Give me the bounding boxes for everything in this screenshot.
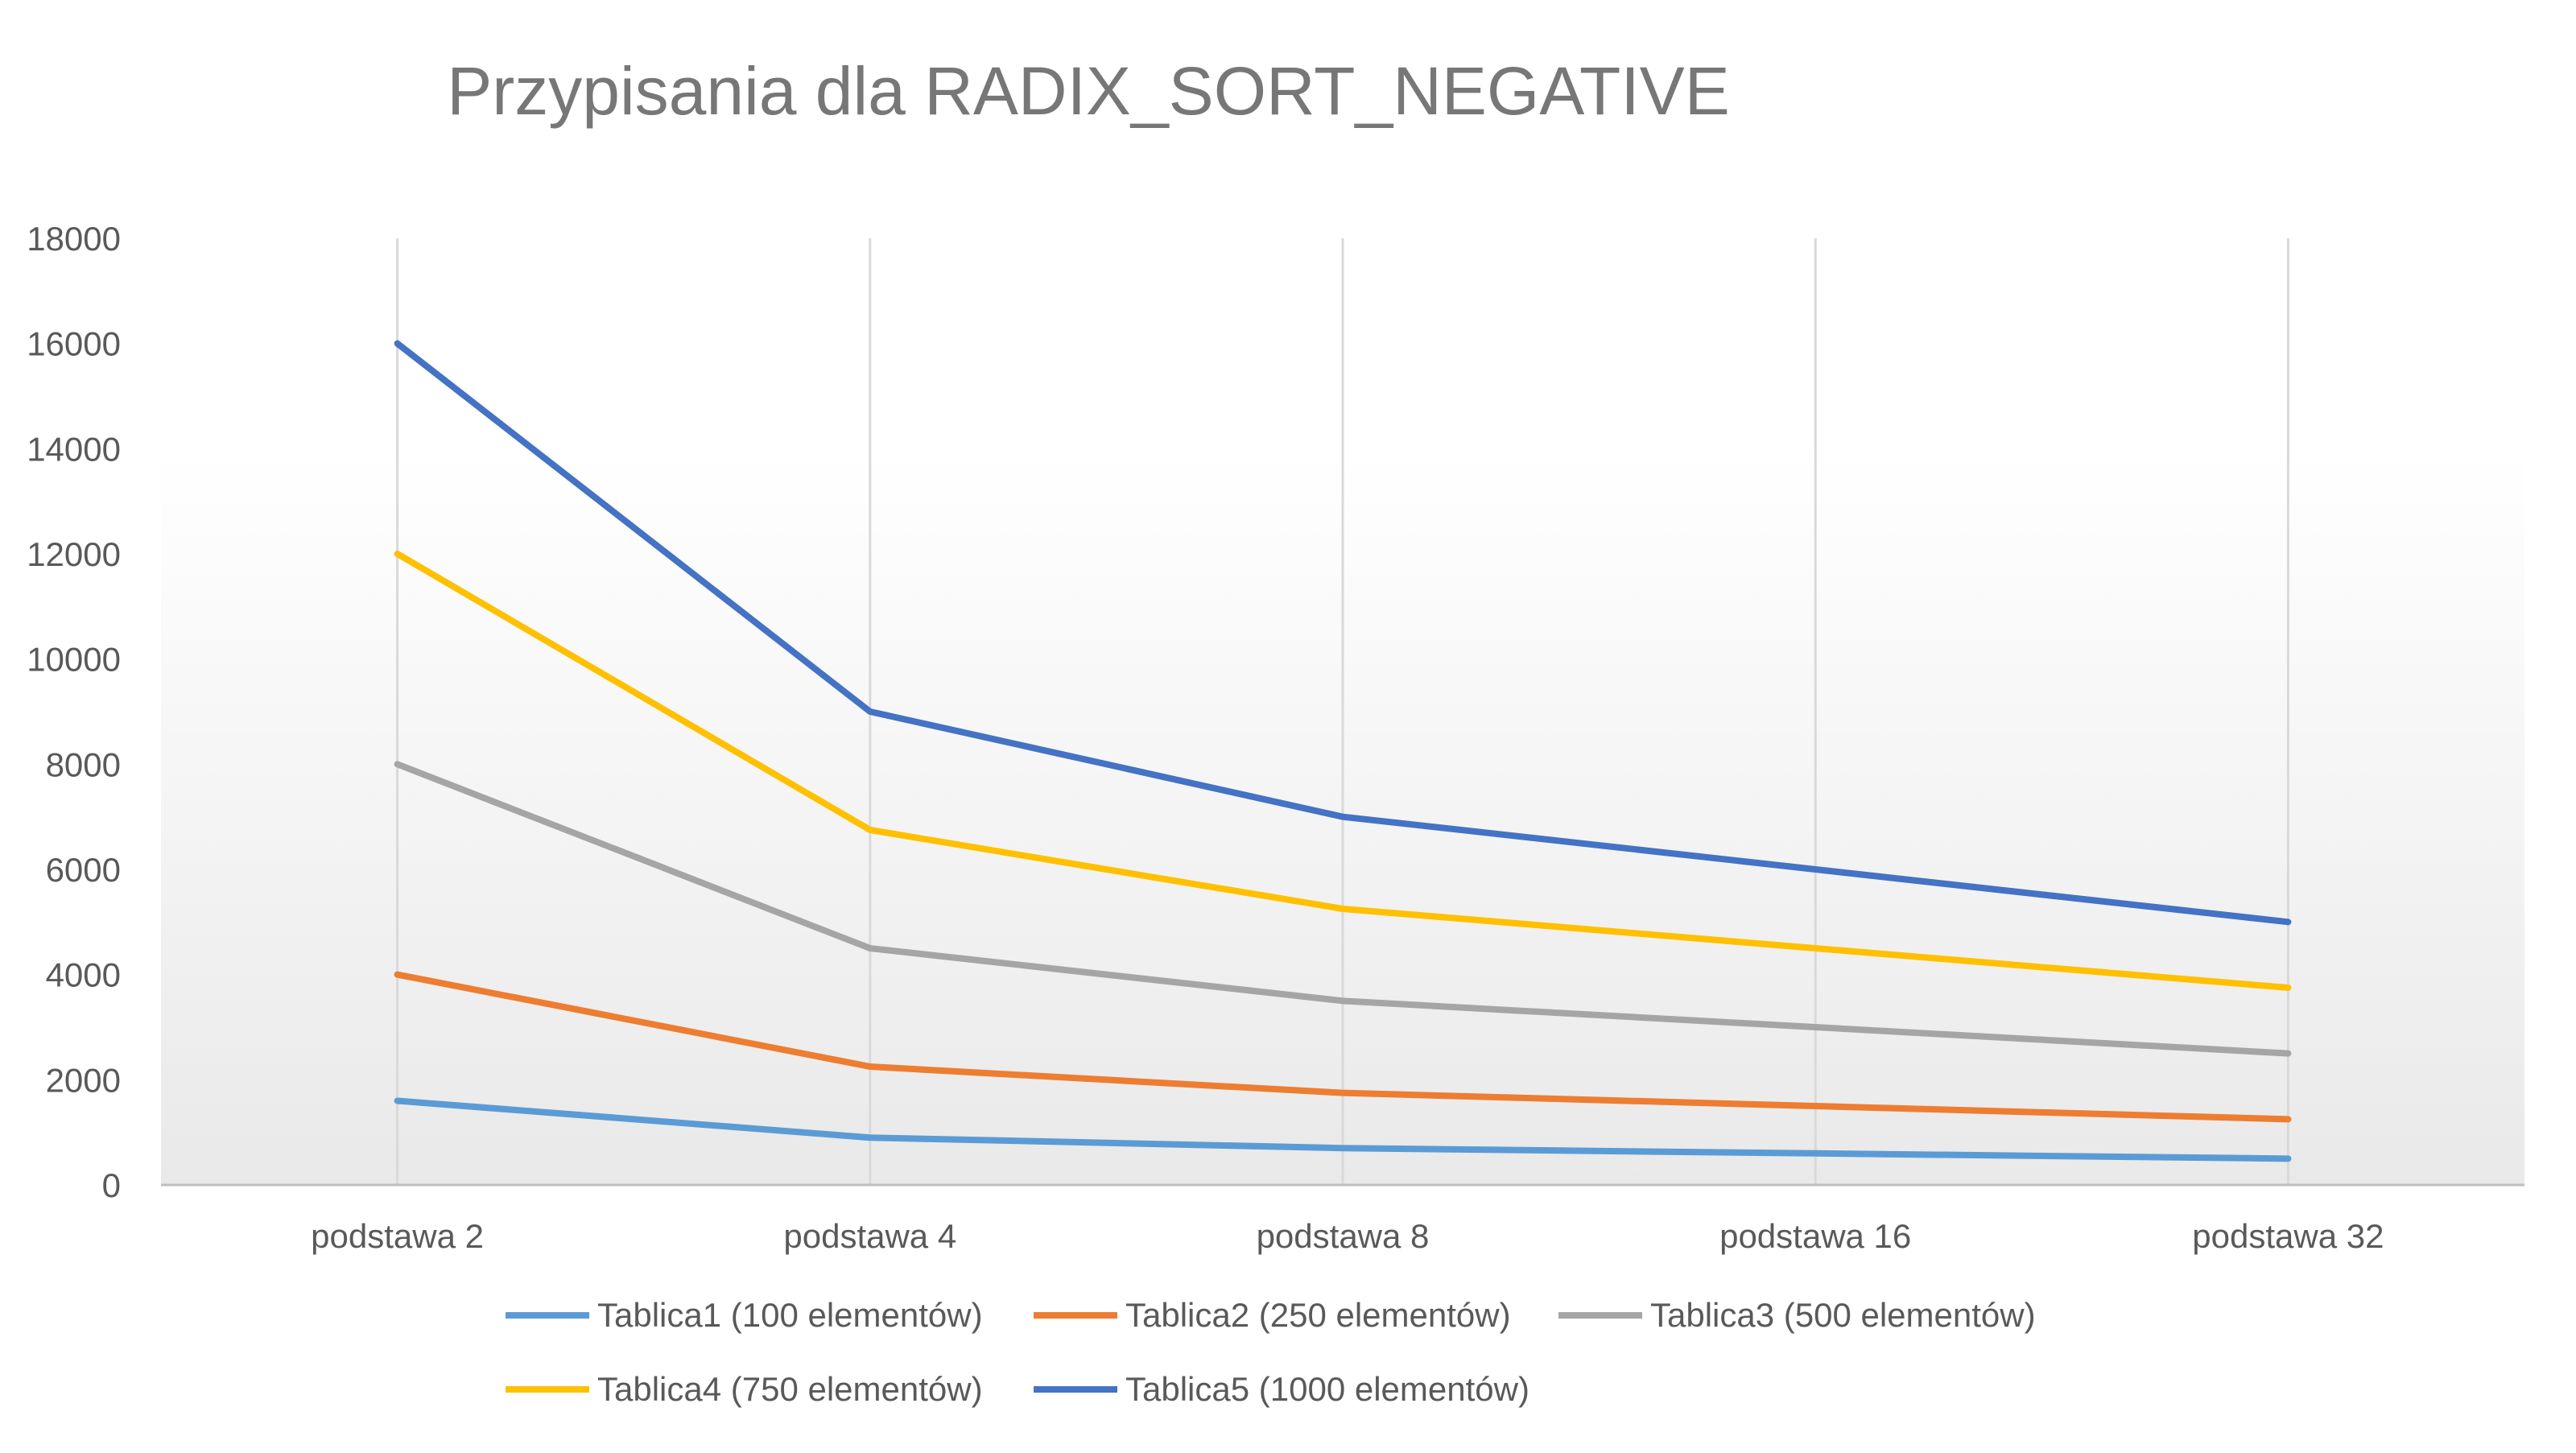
series-line (394, 761, 2292, 1057)
legend-label: Tablica2 (250 elementów) (1125, 1296, 1511, 1334)
y-tick-label: 18000 (27, 220, 121, 258)
y-tick-label: 12000 (27, 535, 121, 573)
series-line (394, 340, 2292, 926)
legend: Tablica1 (100 elementów) Tablica2 (250 el… (506, 1296, 2036, 1408)
y-tick-label: 6000 (46, 851, 121, 889)
series-line (394, 551, 2292, 991)
x-tick-label: podstawa 4 (783, 1217, 956, 1255)
legend-label: Tablica3 (500 elementów) (1650, 1296, 2036, 1334)
x-tick-label: podstawa 32 (2192, 1217, 2384, 1255)
x-tick-label: podstawa 16 (1719, 1217, 1911, 1255)
y-tick-label: 2000 (46, 1061, 121, 1099)
y-tick-label: 8000 (46, 745, 121, 783)
y-tick-label: 16000 (27, 325, 121, 363)
y-tick-label: 10000 (27, 641, 121, 679)
x-tick-label: podstawa 8 (1257, 1217, 1430, 1255)
legend-label: Tablica1 (100 elementów) (597, 1296, 983, 1334)
y-tick-label: 14000 (27, 430, 121, 468)
chart-title: Przypisania dla RADIX_SORT_NEGATIVE (447, 53, 1729, 129)
series-line (394, 1097, 2292, 1162)
series-line (394, 971, 2292, 1123)
y-tick-label: 4000 (46, 956, 121, 994)
y-tick-label: 0 (102, 1166, 121, 1204)
legend-label: Tablica5 (1000 elementów) (1125, 1370, 1530, 1408)
series-lines (394, 340, 2292, 1162)
x-tick-label: podstawa 2 (311, 1217, 484, 1255)
axes: 0 2000 4000 6000 8000 10000 12000 14000 16000 180… (27, 220, 2524, 1255)
legend-label: Tablica4 (750 elementów) (597, 1370, 983, 1408)
